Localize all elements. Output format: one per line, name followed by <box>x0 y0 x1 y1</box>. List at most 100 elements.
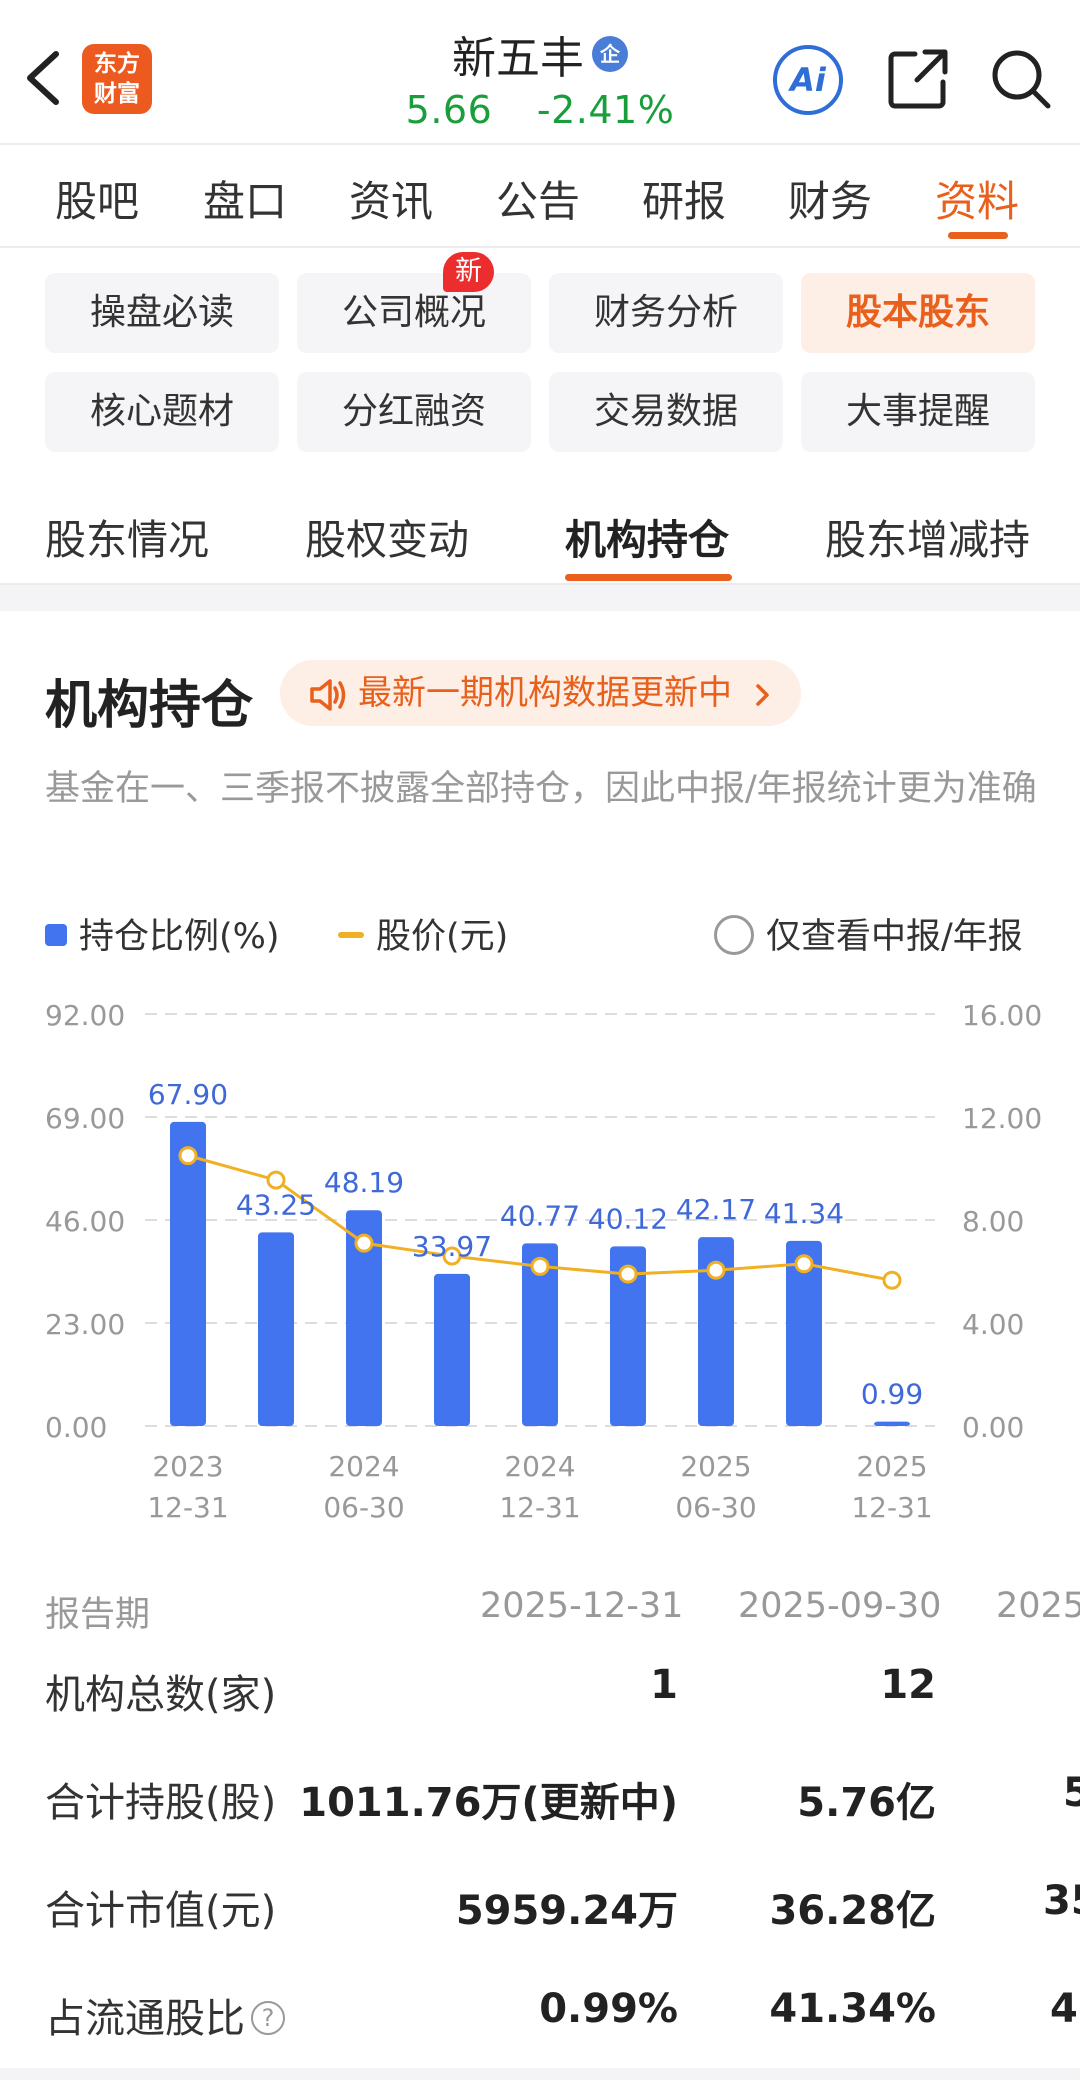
bar <box>258 1232 294 1426</box>
help-icon[interactable]: ? <box>251 2001 285 2035</box>
interim-annual-filter[interactable]: 仅查看中报/年报 <box>714 908 1023 959</box>
x-tick-label-year: 2023 <box>152 1450 223 1483</box>
table-col-header: 2025-09-30 <box>738 1586 942 1626</box>
row-label-market-value: 合计市值(元) <box>45 1888 277 1934</box>
table-col-header: 2025-12-31 <box>480 1586 684 1626</box>
bar-value-label: 40.77 <box>500 1199 580 1232</box>
bar <box>522 1243 558 1426</box>
y-left-tick-label: 46.00 <box>45 1205 125 1238</box>
back-button[interactable] <box>18 48 68 108</box>
subtab-holding-changes[interactable]: 股东增减持 <box>825 516 1030 564</box>
stock-title: 新五丰企 <box>0 22 1080 86</box>
y-right-tick-label: 4.00 <box>962 1308 1024 1341</box>
tab-profile[interactable]: 资料 <box>935 177 1020 226</box>
x-tick-label-year: 2025 <box>856 1450 927 1483</box>
btn-core-themes[interactable]: 核心题材 <box>45 372 279 452</box>
subtab-institutional-holdings[interactable]: 机构持仓 <box>565 516 729 564</box>
share-button[interactable] <box>885 46 951 112</box>
legend-bar-label: 持仓比例(%) <box>79 917 280 957</box>
price-point <box>706 1260 726 1280</box>
notice-text: 最新一期机构数据更新中 <box>358 673 732 713</box>
bottom-separator <box>0 2068 1080 2080</box>
btn-trading-data[interactable]: 交易数据 <box>549 372 783 452</box>
new-badge: 新 <box>443 252 494 292</box>
table-cell: 5.76亿 <box>797 1780 936 1826</box>
x-tick-label-date: 12-31 <box>147 1491 228 1524</box>
table-cell: 12 <box>880 1662 936 1708</box>
logo-text-line2: 财富 <box>94 81 140 107</box>
btn-event-reminders[interactable]: 大事提醒 <box>801 372 1035 452</box>
section-title: 机构持仓 <box>45 676 254 736</box>
price-point <box>354 1233 374 1253</box>
ai-button[interactable]: Ai <box>773 45 843 115</box>
row-label-institution-count: 机构总数(家) <box>45 1672 277 1718</box>
bar-value-label: 67.90 <box>148 1078 228 1111</box>
price-point <box>178 1146 198 1166</box>
x-tick-label-date: 12-31 <box>851 1491 932 1524</box>
legend-line-swatch <box>338 932 364 938</box>
bar-value-label: 0.99 <box>861 1378 923 1411</box>
tab-news[interactable]: 资讯 <box>349 177 434 226</box>
y-right-tick-label: 8.00 <box>962 1205 1024 1238</box>
y-left-tick-label: 0.00 <box>45 1411 107 1444</box>
update-notice[interactable]: 最新一期机构数据更新中 <box>280 660 801 726</box>
speaker-icon <box>310 678 346 711</box>
search-button[interactable] <box>988 46 1054 112</box>
logo-text-line1: 东方 <box>94 51 140 77</box>
y-left-tick-label: 23.00 <box>45 1308 125 1341</box>
bar <box>346 1210 382 1426</box>
y-right-tick-label: 16.00 <box>962 999 1042 1032</box>
table-cell: 1011.76万(更新中) <box>299 1780 678 1826</box>
enterprise-badge: 企 <box>592 36 628 72</box>
subtab-shareholders[interactable]: 股东情况 <box>45 516 209 564</box>
main-tabs: 股吧 盘口 资讯 公告 研报 财务 资料 <box>0 146 1080 248</box>
bar-value-label: 42.17 <box>676 1193 756 1226</box>
legend-holding-ratio: 持仓比例(%) <box>45 908 280 959</box>
row-label-float-ratio: 占流通股比? <box>45 1986 285 2044</box>
tab-guba[interactable]: 股吧 <box>55 177 140 226</box>
price-point <box>530 1256 550 1276</box>
price-point <box>882 1270 902 1290</box>
bar-value-label: 33.97 <box>412 1230 492 1263</box>
table-cell: 36.28亿 <box>769 1888 936 1934</box>
bar-value-label: 48.19 <box>324 1166 404 1199</box>
app-header: 东方 财富 新五丰企 5.66 -2.41% Ai <box>0 0 1080 145</box>
stock-name: 新五丰 <box>452 33 584 84</box>
btn-dividends-financing[interactable]: 分红融资 <box>297 372 531 452</box>
table-cell: 5959.24万 <box>455 1888 678 1934</box>
app-logo: 东方 财富 <box>82 44 152 114</box>
btn-trading-must-read[interactable]: 操盘必读 <box>45 273 279 353</box>
price-point <box>442 1246 462 1266</box>
table-cell: 5 <box>1063 1770 1080 1816</box>
filter-label: 仅查看中报/年报 <box>766 917 1023 957</box>
bar <box>698 1237 734 1426</box>
share-icon <box>888 49 948 109</box>
subtab-equity-changes[interactable]: 股权变动 <box>305 516 469 564</box>
tab-pankou[interactable]: 盘口 <box>203 177 288 226</box>
x-tick-label-year: 2025 <box>680 1450 751 1483</box>
table-cell: 35 <box>1043 1878 1080 1924</box>
bar-value-label: 40.12 <box>588 1202 668 1235</box>
table-cell: 41 <box>1050 1986 1080 2032</box>
divider <box>0 583 1080 585</box>
legend-line-label: 股价(元) <box>376 917 509 957</box>
bar <box>786 1240 822 1426</box>
bar <box>434 1273 470 1426</box>
search-icon <box>992 50 1051 109</box>
btn-company-overview[interactable]: 公司概况 <box>297 273 531 353</box>
x-tick-label-year: 2024 <box>328 1450 399 1483</box>
tab-finance[interactable]: 财务 <box>788 177 873 226</box>
tab-research[interactable]: 研报 <box>642 177 727 226</box>
table-cell: 1 <box>650 1662 678 1708</box>
btn-share-capital[interactable]: 股本股东 <box>801 273 1035 353</box>
bar <box>170 1121 206 1426</box>
table-cell: 41.34% <box>769 1986 936 2032</box>
radio-button[interactable] <box>714 915 754 955</box>
chevron-right-icon <box>756 683 769 706</box>
tab-announcements[interactable]: 公告 <box>496 177 581 226</box>
y-right-tick-label: 12.00 <box>962 1102 1042 1135</box>
table-col-header: 2025 <box>996 1586 1080 1626</box>
price-point <box>794 1254 814 1274</box>
table-cell: 0.99% <box>539 1986 678 2032</box>
btn-financial-analysis[interactable]: 财务分析 <box>549 273 783 353</box>
